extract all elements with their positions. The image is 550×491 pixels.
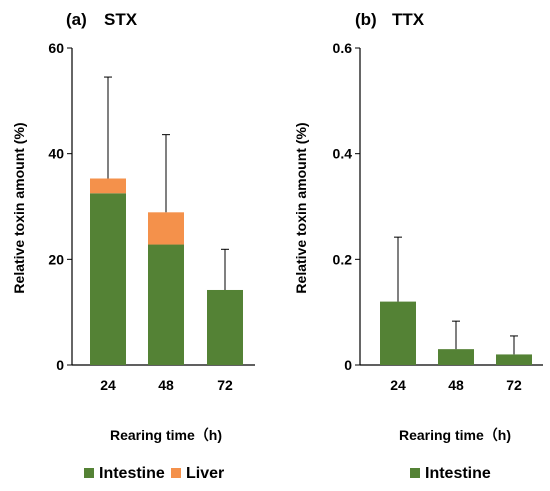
panel-a-y-tick-label: 60 bbox=[48, 40, 64, 56]
panel-a-x-tick-label: 72 bbox=[217, 377, 233, 393]
panel-b-bar-intestine-24 bbox=[380, 301, 416, 365]
panel-b-bar-intestine-72 bbox=[496, 354, 532, 365]
legend-label-intestine: Intestine bbox=[99, 465, 165, 482]
panel-a-bar-intestine-24 bbox=[90, 193, 126, 365]
panel-a-x-tick-label: 24 bbox=[100, 377, 116, 393]
chart-panel-b: (b) TTX Relative toxin amount (%) Rearin… bbox=[293, 10, 543, 443]
legend-swatch-intestine-b bbox=[410, 468, 420, 478]
panel-b-x-tick-label: 24 bbox=[390, 377, 406, 393]
panel-b-y-tick-label: 0.2 bbox=[333, 251, 353, 267]
panel-b-y-axis-title: Relative toxin amount (%) bbox=[293, 122, 309, 293]
panel-b-y-tick-label: 0 bbox=[344, 357, 352, 373]
legend-panel-a: Intestine Liver bbox=[84, 465, 224, 482]
panel-a-title: STX bbox=[104, 10, 138, 29]
panel-b-x-axis-title: Rearing time（h) bbox=[399, 427, 511, 443]
panel-a-y-tick-label: 0 bbox=[56, 357, 64, 373]
panel-a-bar-liver-48 bbox=[148, 212, 184, 245]
panel-a-bar-intestine-48 bbox=[148, 244, 184, 365]
panel-b-letter: (b) bbox=[355, 10, 377, 29]
legend-label-intestine-b: Intestine bbox=[425, 465, 491, 482]
panel-a-bar-liver-24 bbox=[90, 178, 126, 194]
panel-a-y-tick-label: 40 bbox=[48, 146, 64, 162]
panel-a-x-tick-label: 48 bbox=[158, 377, 174, 393]
panel-a-y-axis-title: Relative toxin amount (%) bbox=[11, 122, 27, 293]
panel-b-plot-area: 0 0.2 0.4 0.6 24 48 72 bbox=[333, 40, 543, 393]
panel-a-x-axis-title: Rearing time（h) bbox=[110, 427, 222, 443]
panel-a-plot-area: 0 20 40 60 24 48 72 bbox=[48, 40, 255, 393]
chart-panel-a: (a) STX Relative toxin amount (%) Rearin… bbox=[11, 10, 255, 443]
panel-b-y-tick-label: 0.4 bbox=[333, 146, 353, 162]
panel-a-bar-intestine-72 bbox=[207, 289, 243, 365]
panel-b-y-tick-label: 0.6 bbox=[333, 40, 353, 56]
panel-a-letter: (a) bbox=[66, 10, 87, 29]
panel-a-y-tick-label: 20 bbox=[48, 251, 64, 267]
legend-swatch-liver bbox=[171, 468, 181, 478]
panel-b-x-tick-label: 72 bbox=[506, 377, 522, 393]
legend-swatch-intestine bbox=[84, 468, 94, 478]
panel-b-bar-intestine-48 bbox=[438, 349, 474, 365]
legend-label-liver: Liver bbox=[186, 465, 224, 482]
legend-panel-b: Intestine bbox=[410, 465, 491, 482]
panel-b-x-tick-label: 48 bbox=[448, 377, 464, 393]
panel-b-title: TTX bbox=[392, 10, 425, 29]
